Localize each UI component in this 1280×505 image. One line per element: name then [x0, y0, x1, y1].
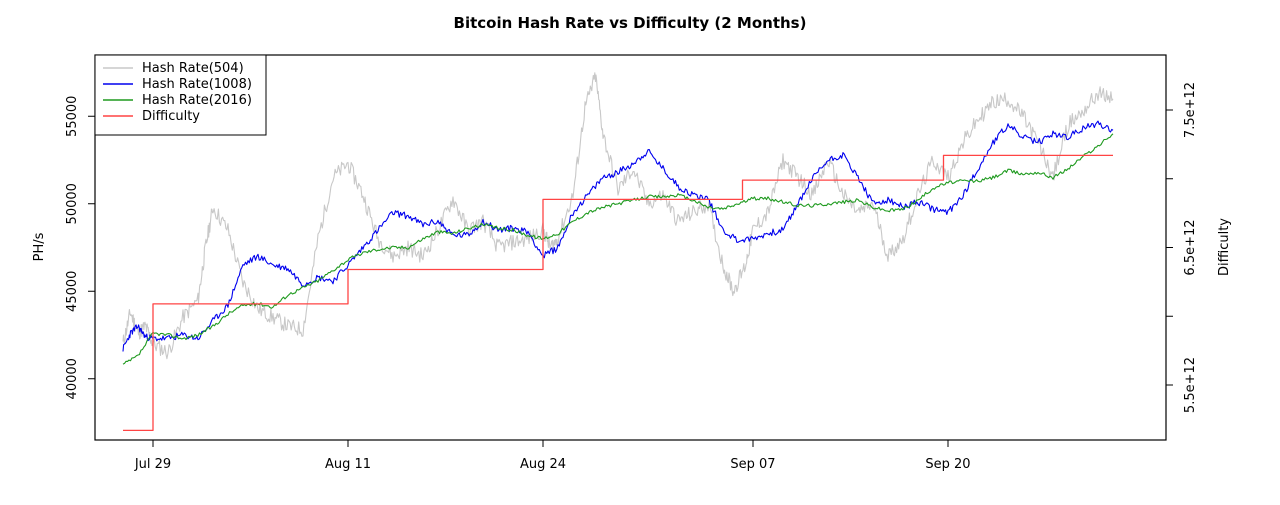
x-tick-label: Sep 20	[925, 457, 970, 472]
legend-label: Hash Rate(1008)	[142, 77, 252, 92]
y2-tick-label: 7.5e+12	[1183, 82, 1198, 138]
y2-tick-label: 6.5e+12	[1183, 219, 1198, 275]
series-layer	[122, 72, 1114, 432]
x-tick-label: Jul 29	[134, 457, 171, 472]
y-axis: 40000 45000 50000 55000	[65, 96, 95, 399]
series-line-difficulty	[123, 154, 1113, 432]
y-tick-label: 45000	[65, 271, 80, 312]
series-line-hash-rate-2016	[122, 133, 1114, 365]
legend-label: Hash Rate(2016)	[142, 93, 252, 108]
chart-title: Bitcoin Hash Rate vs Difficulty (2 Month…	[454, 14, 807, 32]
x-tick-label: Aug 24	[520, 457, 566, 472]
x-tick-label: Sep 07	[730, 457, 775, 472]
legend: Hash Rate(504)Hash Rate(1008)Hash Rate(2…	[94, 54, 267, 136]
series-line-hash-rate-504	[122, 72, 1114, 360]
y2-tick-label: 5.5e+12	[1183, 357, 1198, 413]
legend-label: Hash Rate(504)	[142, 61, 244, 76]
legend-label: Difficulty	[142, 109, 200, 124]
y-tick-label: 55000	[65, 96, 80, 137]
y-tick-label: 40000	[65, 358, 80, 399]
y2-axis-label: Difficulty	[1217, 218, 1232, 276]
y-tick-label: 50000	[65, 183, 80, 224]
x-tick-label: Aug 11	[325, 457, 371, 472]
legend-items: Hash Rate(504)Hash Rate(1008)Hash Rate(2…	[103, 61, 252, 124]
y-axis-label: PH/s	[32, 232, 47, 261]
series-line-hash-rate-1008	[122, 120, 1114, 352]
x-axis: Jul 29 Aug 11 Aug 24 Sep 07 Sep 20	[134, 440, 971, 472]
y2-axis: 5.5e+12 6.5e+12 7.5e+12	[1166, 82, 1198, 413]
